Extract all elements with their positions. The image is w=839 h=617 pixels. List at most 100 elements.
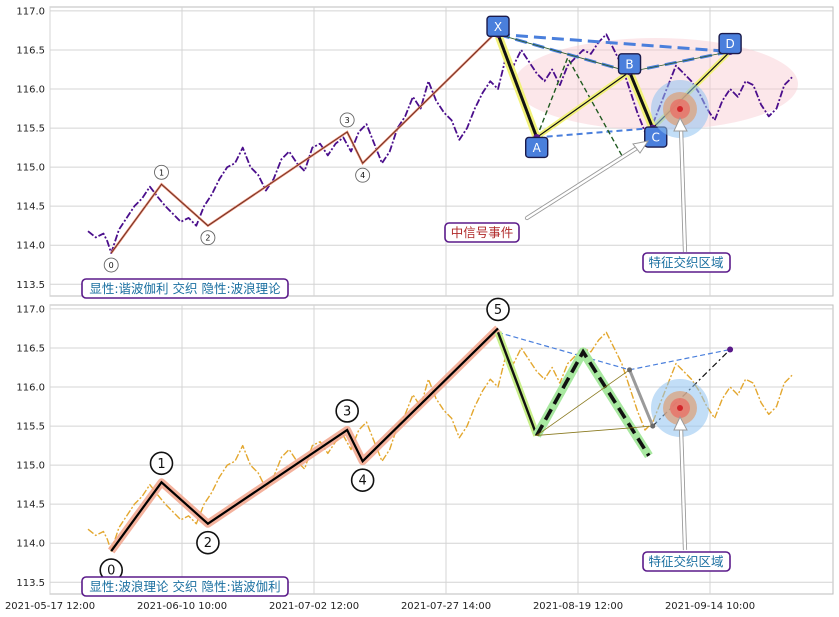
top-panel-frame bbox=[49, 6, 834, 297]
harmonic-label-box bbox=[617, 53, 642, 75]
wave-label-circle bbox=[339, 112, 355, 128]
x-tick-label: 2021-08-19 12:00 bbox=[533, 601, 623, 612]
projection-xb bbox=[497, 331, 630, 371]
feature-zone-label-bottom: 特征交织区域 bbox=[642, 551, 731, 572]
y-tick-label: 116.0 bbox=[16, 383, 45, 394]
x-tick-label: 2021-07-02 12:00 bbox=[269, 601, 359, 612]
wave-label-circle bbox=[196, 530, 220, 555]
bottom-wave-labels: 0 1 2 3 4 5 bbox=[99, 297, 510, 582]
x-tick-label: 2021-06-10 10:00 bbox=[137, 601, 227, 612]
harmonic-label-d: D bbox=[718, 32, 742, 55]
impulse-wave-line bbox=[110, 327, 499, 552]
wave-label-text: 4 bbox=[358, 474, 366, 489]
wave-label-5: 5 bbox=[486, 297, 510, 322]
xd-dash bbox=[497, 32, 731, 54]
wave-label-text: 1 bbox=[157, 457, 165, 472]
harmonic-label-text: X bbox=[494, 20, 502, 34]
harmonic-label-text: A bbox=[533, 141, 542, 155]
y-tick-label: 114.5 bbox=[16, 202, 45, 213]
feature-zone-label-top: 特征交织区域 bbox=[642, 252, 731, 273]
projection-bd bbox=[629, 348, 731, 371]
wave-label-circle bbox=[350, 468, 375, 493]
svg-text:特征交织区域: 特征交织区域 bbox=[648, 255, 723, 270]
wave-label-3: 3 bbox=[335, 399, 359, 423]
wave-label-circle bbox=[486, 297, 510, 322]
bottom-x-ticks: 2021-05-17 12:00 2021-06-10 10:00 2021-07-… bbox=[5, 601, 755, 612]
y-tick-label: 116.0 bbox=[16, 85, 45, 96]
wave-label-circle bbox=[200, 230, 216, 246]
harmonic-label-box bbox=[718, 32, 742, 55]
y-tick-label: 115.0 bbox=[16, 461, 45, 472]
wave-label-circle bbox=[103, 257, 119, 273]
x-tick-label: 2021-07-27 14:00 bbox=[401, 601, 491, 612]
wave-label-text: 5 bbox=[494, 303, 502, 318]
harmonic-pattern: X A B C D bbox=[486, 15, 742, 159]
harmonic-label-box bbox=[644, 126, 668, 148]
projection-point bbox=[650, 423, 656, 429]
bottom-series bbox=[87, 325, 793, 554]
y-tick-label: 115.0 bbox=[16, 163, 45, 174]
y-tick-label: 117.0 bbox=[16, 304, 45, 315]
wave-label-circle bbox=[149, 451, 174, 476]
xa-leg bbox=[496, 33, 539, 138]
focus-zone-bottom bbox=[651, 379, 709, 437]
y-tick-label: 115.5 bbox=[16, 124, 45, 135]
feature-arrow-top bbox=[673, 116, 688, 253]
y-tick-label: 114.0 bbox=[16, 241, 45, 252]
wave-label-0: 0 bbox=[103, 257, 119, 273]
wave-label-circle bbox=[154, 164, 169, 180]
bottom-y-ticks: 113.5 114.0 114.5 115.0 115.5 116.0 116.5 117.0 bbox=[16, 304, 45, 588]
wave-label-2: 2 bbox=[200, 230, 216, 246]
feature-arrow-bottom bbox=[673, 415, 688, 551]
harmonic-zone-ellipse bbox=[514, 38, 798, 130]
svg-text:特征交织区域: 特征交织区域 bbox=[648, 554, 723, 569]
y-tick-label: 114.0 bbox=[16, 539, 45, 550]
bottom-panel: 113.5 114.0 114.5 115.0 115.5 116.0 116.5 117.0… bbox=[5, 297, 834, 612]
y-tick-label: 116.5 bbox=[16, 343, 45, 354]
focus-zone-top bbox=[651, 80, 709, 138]
retrace-dash bbox=[536, 56, 623, 156]
bottom-harmonic-overlay bbox=[494, 331, 734, 459]
wave-label-text: 1 bbox=[159, 168, 164, 177]
wave-label-circle bbox=[335, 399, 359, 423]
wave-abc bbox=[535, 348, 651, 457]
wave-label-text: 0 bbox=[107, 564, 115, 579]
price-series-line bbox=[87, 33, 793, 254]
wave-label-text: 4 bbox=[360, 171, 365, 180]
top-grid bbox=[49, 7, 833, 296]
y-tick-label: 114.5 bbox=[16, 500, 45, 511]
y-tick-label: 115.5 bbox=[16, 422, 45, 433]
wave-label-text: 2 bbox=[204, 536, 212, 551]
bc-leg bbox=[628, 71, 655, 129]
wave-label-1: 1 bbox=[149, 451, 174, 476]
wave-a bbox=[496, 331, 538, 436]
top-series bbox=[87, 29, 793, 254]
y-tick-label: 113.5 bbox=[16, 578, 45, 589]
harmonic-label-text: D bbox=[725, 37, 734, 51]
harmonic-label-a: A bbox=[525, 136, 549, 159]
harmonic-label-text: C bbox=[652, 131, 660, 145]
bc-projection bbox=[628, 369, 655, 427]
ab-leg bbox=[536, 71, 630, 138]
projection-point bbox=[627, 367, 633, 373]
y-tick-label: 113.5 bbox=[16, 280, 45, 291]
svg-text:显性:波浪理论 交织 隐性:谐波伽利: 显性:波浪理论 交织 隐性:谐波伽利 bbox=[89, 579, 280, 594]
x-tick-label: 2021-09-14 10:00 bbox=[665, 601, 755, 612]
trend-line bbox=[110, 30, 499, 254]
harmonic-label-x: X bbox=[486, 15, 510, 38]
wave-label-2: 2 bbox=[196, 530, 220, 555]
svg-text:中信号事件: 中信号事件 bbox=[451, 225, 514, 240]
wave-label-text: 3 bbox=[345, 116, 350, 125]
wave-label-circle bbox=[355, 167, 371, 183]
harmonic-label-c: C bbox=[644, 126, 668, 148]
harmonic-label-b: B bbox=[617, 53, 642, 75]
wave-label-text: 0 bbox=[109, 261, 114, 270]
harmonic-label-box bbox=[525, 136, 549, 159]
top-panel-caption: 显性:谐波伽利 交织 隐性:波浪理论 bbox=[81, 278, 289, 299]
wave-label-3: 3 bbox=[339, 112, 355, 128]
signal-event-label: 中信号事件 bbox=[444, 222, 520, 243]
wave-label-4: 4 bbox=[355, 167, 371, 183]
top-y-ticks: 113.5 114.0 114.5 115.0 115.5 116.0 116.5 117.0 bbox=[16, 6, 45, 290]
y-tick-label: 117.0 bbox=[16, 6, 45, 17]
wave-label-4: 4 bbox=[350, 468, 375, 493]
